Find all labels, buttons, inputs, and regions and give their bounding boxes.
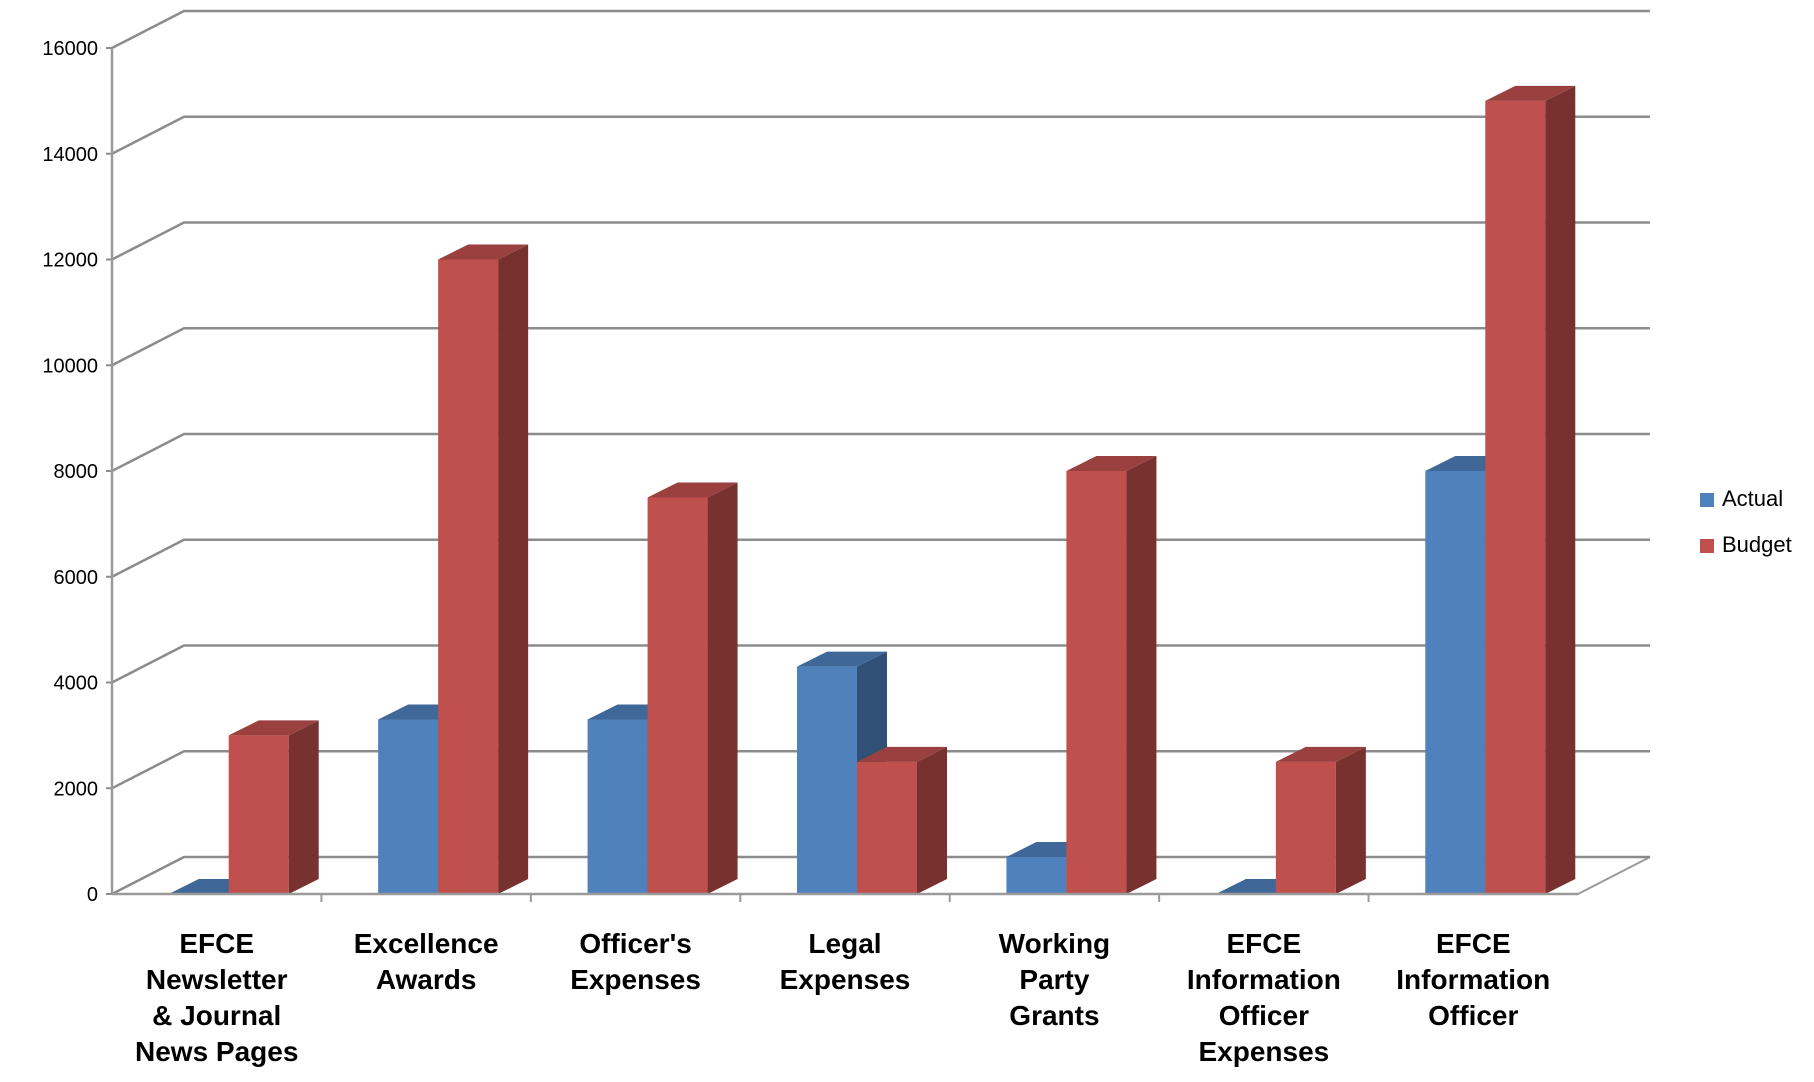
- y-tick-label: 0: [87, 884, 98, 906]
- bar-front: [647, 497, 708, 894]
- y-tick-label: 4000: [54, 673, 99, 695]
- x-category-label: Information: [1187, 964, 1341, 995]
- y-tick-label: 6000: [54, 567, 99, 589]
- y-axis: 0 2000 4000 6000 8000 10000 12000 14000 16000: [42, 38, 114, 906]
- y-tick-label: 14000: [42, 144, 98, 166]
- x-category-label: Expenses: [1198, 1036, 1329, 1067]
- bar-side: [288, 720, 319, 894]
- x-category-label: & Journal: [152, 1000, 281, 1031]
- bar-front: [587, 719, 648, 894]
- bar-front: [1485, 100, 1546, 894]
- bar-side: [1126, 456, 1157, 894]
- bar-front: [1066, 471, 1127, 894]
- bars: [168, 85, 1576, 894]
- bar-front: [797, 666, 857, 894]
- legend: Actual Budget: [1700, 486, 1792, 557]
- gridline: [111, 750, 1650, 790]
- bar-front: [1425, 471, 1486, 894]
- bar-budget: [228, 720, 319, 894]
- bar-top: [647, 482, 738, 498]
- bar-budget: [438, 244, 529, 894]
- x-axis: EFCE Newsletter & Journal News Pages Excelle…: [112, 892, 1578, 1067]
- x-category-label: Grants: [1009, 1000, 1099, 1031]
- y-tick-label: 10000: [42, 355, 98, 377]
- x-category-label: Officer: [1219, 1000, 1309, 1031]
- x-category-label: EFCE: [1227, 928, 1302, 959]
- bar-side: [707, 482, 738, 894]
- bar-top: [1275, 746, 1366, 762]
- x-category-label: Officer's: [579, 928, 691, 959]
- x-category-label: EFCE: [179, 928, 254, 959]
- bar-budget: [857, 746, 947, 894]
- x-category-label: Expenses: [780, 964, 911, 995]
- gridline: [111, 9, 1650, 50]
- x-category-label: Awards: [376, 964, 477, 995]
- bar-front: [857, 761, 917, 894]
- bar-side: [498, 244, 529, 894]
- bar-front: [228, 735, 289, 894]
- gridline: [111, 855, 1650, 896]
- bar-side: [917, 746, 947, 894]
- gridline: [111, 432, 1650, 473]
- bar-top: [797, 651, 887, 667]
- bar-front: [1006, 856, 1067, 894]
- legend-label-budget: Budget: [1722, 532, 1792, 557]
- x-category-label: EFCE: [1436, 928, 1511, 959]
- bar-budget: [1066, 456, 1157, 894]
- x-category-label: Party: [1019, 964, 1089, 995]
- y-tick-label: 8000: [54, 461, 99, 483]
- bar-front: [378, 719, 439, 894]
- bar-top: [1066, 456, 1157, 471]
- x-category-label: Working: [999, 928, 1110, 959]
- bar-top: [228, 720, 319, 736]
- bar-front: [1275, 761, 1336, 894]
- gridline: [111, 327, 1650, 367]
- bar-top: [1485, 85, 1576, 101]
- x-category-label: Newsletter: [146, 964, 288, 995]
- legend-swatch-budget: [1700, 539, 1714, 553]
- legend-label-actual: Actual: [1722, 486, 1783, 511]
- x-category-label: Excellence: [354, 928, 499, 959]
- y-tick-label: 12000: [42, 250, 98, 272]
- bar-budget: [647, 482, 738, 894]
- gridline: [111, 115, 1650, 155]
- bar-budget: [1485, 85, 1576, 894]
- y-tick-label: 16000: [42, 38, 98, 60]
- bar-front: [438, 259, 499, 894]
- gridline: [111, 221, 1650, 261]
- x-category-label: News Pages: [135, 1036, 298, 1067]
- gridlines: [111, 9, 1650, 896]
- legend-swatch-actual: [1700, 493, 1714, 507]
- bar-top: [438, 244, 529, 260]
- gridline: [111, 538, 1650, 578]
- y-tick-label: 2000: [54, 778, 99, 800]
- x-category-label: Information: [1396, 964, 1550, 995]
- x-category-label: Legal: [808, 928, 881, 959]
- x-category-label: Officer: [1428, 1000, 1518, 1031]
- bar-budget: [1275, 746, 1366, 894]
- bar-side: [1545, 85, 1576, 894]
- gridline: [111, 644, 1650, 684]
- bar-top: [857, 746, 947, 762]
- x-category-label: Expenses: [570, 964, 701, 995]
- bar-side: [1335, 746, 1366, 894]
